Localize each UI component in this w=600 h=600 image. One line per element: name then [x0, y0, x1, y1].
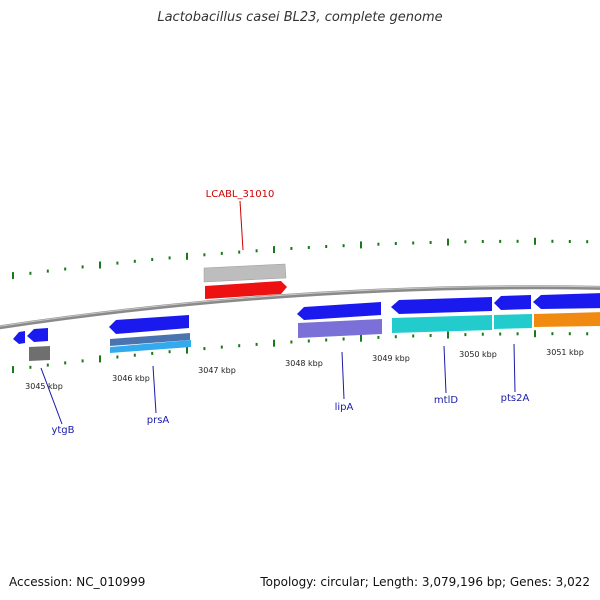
feature-pts2A-cyan[interactable] — [494, 314, 532, 329]
label-ytgB[interactable]: ytgB — [51, 425, 74, 436]
gene-pts2A-arrow[interactable] — [494, 295, 531, 310]
leader-pts2A — [513, 343, 516, 393]
scale-label: 3051 kbp — [546, 348, 584, 357]
label-lipA[interactable]: lipA — [335, 402, 354, 413]
scale-label: 3050 kbp — [459, 350, 497, 359]
genome-backbone — [0, 285, 600, 330]
scale-label: 3047 kbp — [198, 366, 236, 375]
leader-ytgB — [40, 367, 63, 425]
map-title: Lactobacillus casei BL23, complete genom… — [157, 10, 443, 25]
leader-prsA — [152, 365, 157, 414]
feature-right-orange[interactable] — [534, 312, 600, 327]
gene-prsA-arrow[interactable] — [109, 315, 189, 334]
scale-label: 3045 kbp — [25, 382, 63, 391]
scale-label: 3046 kbp — [112, 374, 150, 383]
gene-right-arrow[interactable] — [533, 293, 600, 309]
feature-LCABL_31010-gray[interactable] — [203, 263, 287, 283]
feature-ytgB-gray[interactable] — [29, 346, 50, 361]
gene-mtlD-arrow[interactable] — [391, 297, 492, 314]
leader-lipA — [341, 351, 345, 400]
genome-summary-text: Topology: circular; Length: 3,079,196 bp… — [260, 575, 590, 589]
leader-mtlD — [443, 345, 447, 394]
label-prsA[interactable]: prsA — [147, 415, 170, 426]
accession-text: Accession: NC_010999 — [9, 575, 146, 589]
gene-lipA-arrow[interactable] — [297, 302, 381, 320]
feature-prsA-steel[interactable] — [110, 333, 190, 346]
label-pts2A[interactable]: pts2A — [501, 393, 530, 404]
gene-ytgB-arrows[interactable] — [13, 328, 48, 344]
upper-tick-track — [12, 237, 589, 280]
label-mtlD[interactable]: mtlD — [434, 395, 458, 406]
feature-mtlD-cyan[interactable] — [392, 315, 492, 333]
scale-label: 3048 kbp — [285, 359, 323, 368]
label-LCABL_31010[interactable]: LCABL_31010 — [206, 189, 275, 200]
feature-LCABL_31010-red[interactable] — [205, 281, 287, 299]
feature-prsA-skyblue[interactable] — [110, 340, 191, 353]
leader-LCABL_31010 — [239, 200, 244, 251]
scale-label: 3049 kbp — [372, 354, 410, 363]
feature-lipA-violet[interactable] — [298, 319, 382, 338]
genome-backbone-highlight — [0, 285, 600, 327]
lower-tick-track — [12, 330, 589, 374]
